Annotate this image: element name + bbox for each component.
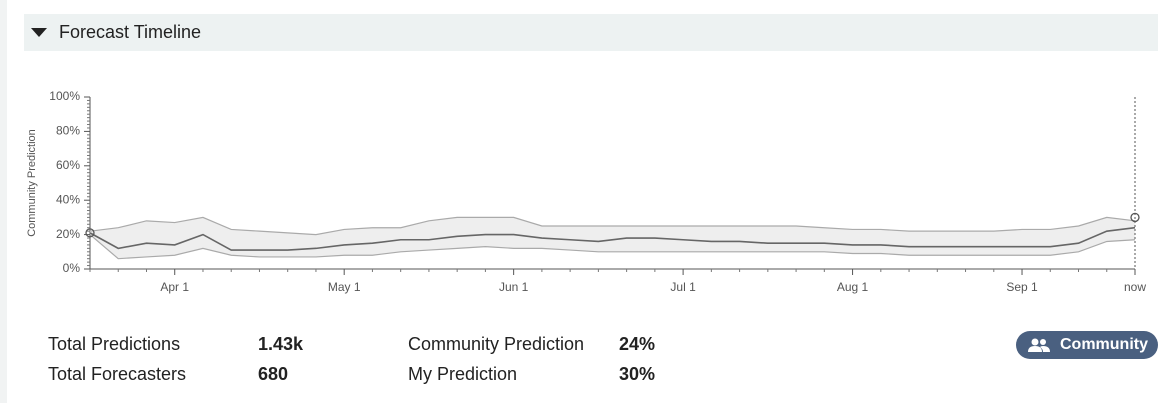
chart: Community Prediction 0% 20% 40% 60% 80% 100% A… — [26, 89, 1146, 294]
band-fill — [90, 217, 1135, 259]
band-lower — [89, 234, 1136, 260]
my-prediction-marker — [1130, 212, 1140, 223]
section-title: Forecast Timeline — [59, 22, 202, 42]
x-tick-label: May 1 — [328, 280, 361, 294]
y-axis-label: Community Prediction — [26, 129, 38, 237]
y-tick-label: 40% — [56, 192, 80, 206]
median-line — [89, 226, 1136, 251]
stat-label: Total Forecasters — [48, 364, 187, 384]
y-tick-label: 60% — [56, 158, 80, 172]
stat-label: My Prediction — [408, 364, 518, 384]
stat-value: 30% — [619, 364, 656, 384]
x-tick-label: Sep 1 — [1006, 280, 1038, 294]
y-tick-label: 100% — [49, 89, 80, 103]
x-tick-label: Aug 1 — [837, 280, 869, 294]
button-label[interactable]: Community — [1060, 336, 1148, 353]
people-icon — [1028, 338, 1050, 352]
stat-label: Total Predictions — [48, 334, 181, 354]
y-tick-label: 20% — [56, 227, 80, 241]
x-tick-label: Jul 1 — [670, 280, 696, 294]
band-upper — [89, 216, 1136, 236]
my-prediction-marker — [85, 228, 95, 238]
side-strip — [0, 0, 7, 403]
stat-value: 680 — [258, 364, 289, 384]
x-tick-label: now — [1124, 280, 1146, 294]
stat-value: 24% — [619, 334, 656, 354]
stat-value: 1.43k — [258, 334, 304, 354]
x-tick-label: Apr 1 — [160, 280, 189, 294]
stat-label: Community Prediction — [408, 334, 585, 354]
collapse-icon[interactable] — [31, 28, 47, 37]
y-tick-label: 80% — [56, 124, 80, 138]
x-tick-label: Jun 1 — [499, 280, 529, 294]
section-header[interactable]: Forecast Timeline — [24, 14, 1158, 51]
y-tick-label: 0% — [63, 261, 81, 275]
community-button[interactable]: Community — [1016, 331, 1158, 359]
